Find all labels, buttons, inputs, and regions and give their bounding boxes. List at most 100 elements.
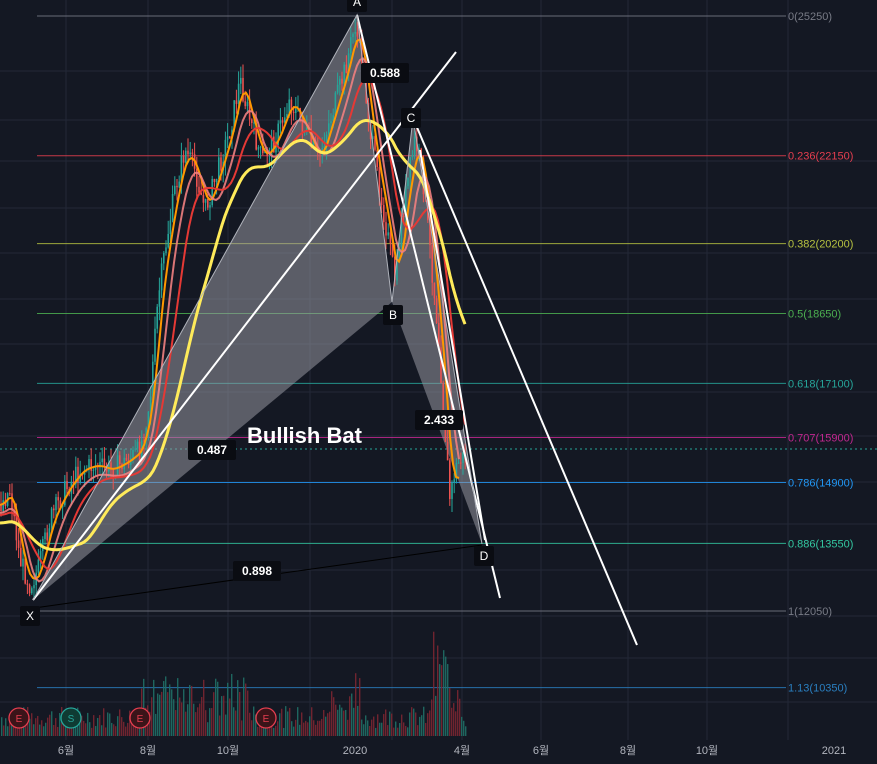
candle-body <box>198 186 200 193</box>
volume-bar <box>59 713 61 736</box>
volume-bar <box>105 727 107 736</box>
candle-body <box>352 33 354 38</box>
candle-body <box>59 500 62 508</box>
candle-body <box>48 528 51 541</box>
volume-bar <box>273 727 275 736</box>
candle-body <box>152 361 154 397</box>
candle-body <box>343 64 345 84</box>
fib-label: 0.786(14900) <box>788 478 853 490</box>
candle-body <box>224 139 227 162</box>
candle-body <box>292 111 295 113</box>
candle-body <box>433 282 436 299</box>
volume-bar <box>215 678 217 736</box>
x-axis: 6월 8월 10월 2020 4월 6월 8월 10월 2021 <box>0 740 877 764</box>
event-marker <box>8 707 30 729</box>
volume-bar <box>463 720 465 736</box>
candle-body <box>286 114 288 118</box>
volume-bar <box>303 722 305 736</box>
candle-body <box>178 181 180 188</box>
candle-body <box>378 167 381 198</box>
candle-body <box>218 157 220 179</box>
volume-bar <box>427 713 429 736</box>
fib-label: 0.707(15900) <box>788 432 853 444</box>
volume-bar <box>87 712 89 736</box>
candle-body <box>462 452 464 464</box>
volume-bar <box>153 679 155 736</box>
candle-body <box>28 584 31 594</box>
candle-body <box>92 469 95 471</box>
candle-body <box>457 462 460 464</box>
volume-bar <box>277 721 279 736</box>
volume-bar <box>349 696 351 736</box>
candle-body <box>103 458 106 467</box>
candle-body <box>435 298 438 323</box>
ratio-box <box>415 410 463 430</box>
candle-body <box>196 168 198 187</box>
candle-body <box>323 145 326 148</box>
volume-bar <box>53 725 55 736</box>
candle-body <box>105 466 108 472</box>
volume-bar <box>127 722 129 736</box>
pattern-edges <box>32 13 483 601</box>
volume-bar <box>143 678 145 736</box>
volume-bar <box>231 673 233 736</box>
candle-body <box>39 551 42 560</box>
x-tick-label: 6월 <box>533 744 549 757</box>
volume-bar <box>325 716 327 736</box>
volume-bar <box>229 698 231 736</box>
candle-body <box>374 136 376 150</box>
candle-body <box>200 192 202 196</box>
volume-bar <box>183 689 185 736</box>
volume-bar <box>359 678 361 736</box>
event-label: S <box>68 714 75 725</box>
candle-body <box>281 120 284 123</box>
volume-bar <box>243 677 245 736</box>
volume-bar <box>159 694 161 736</box>
candle-body <box>284 117 286 123</box>
volume-bar <box>461 716 463 736</box>
volume-bar <box>3 725 5 736</box>
volume-bar <box>317 720 319 736</box>
candle-body <box>396 260 398 281</box>
candle-body <box>180 155 183 182</box>
candle-body <box>389 232 392 244</box>
volume-bar <box>401 714 403 736</box>
volume-bar <box>367 720 369 736</box>
volume-bar <box>291 721 293 736</box>
candle-body <box>235 100 238 104</box>
candle-body <box>257 147 260 150</box>
volume-bar <box>315 724 317 736</box>
annotations: X A B C D 0.588 0.487 2.433 0.898 Bullish Bat E S E E <box>8 0 494 729</box>
volume-bar <box>109 713 111 736</box>
candle-body <box>229 136 231 139</box>
candle-body <box>138 441 141 461</box>
candle-body <box>255 122 257 150</box>
volume-bar <box>353 707 355 736</box>
candle-body <box>132 449 134 459</box>
volume-bar <box>113 724 115 736</box>
volume-bar <box>139 727 141 736</box>
trend-line <box>419 149 486 541</box>
volume-bar <box>369 725 371 736</box>
volume-bar <box>459 698 461 736</box>
volume-bar <box>361 719 363 736</box>
volume-bar <box>213 692 215 736</box>
volume-bar <box>413 708 415 736</box>
candle-body <box>413 136 416 156</box>
volume-bar <box>423 706 425 736</box>
candle-body <box>158 290 161 307</box>
candle-body <box>26 583 29 585</box>
candle-body <box>268 155 271 157</box>
ratio-label: 0.487 <box>197 443 227 457</box>
volume-bar <box>107 712 109 736</box>
candle-body <box>64 480 66 506</box>
volume-bar <box>89 722 91 736</box>
event-label: E <box>16 714 23 725</box>
volume-bar <box>103 708 105 736</box>
candle-body <box>394 256 396 281</box>
candle-body <box>330 121 332 124</box>
candle-body <box>50 508 53 529</box>
fib-label: 0.236(22150) <box>788 151 853 163</box>
